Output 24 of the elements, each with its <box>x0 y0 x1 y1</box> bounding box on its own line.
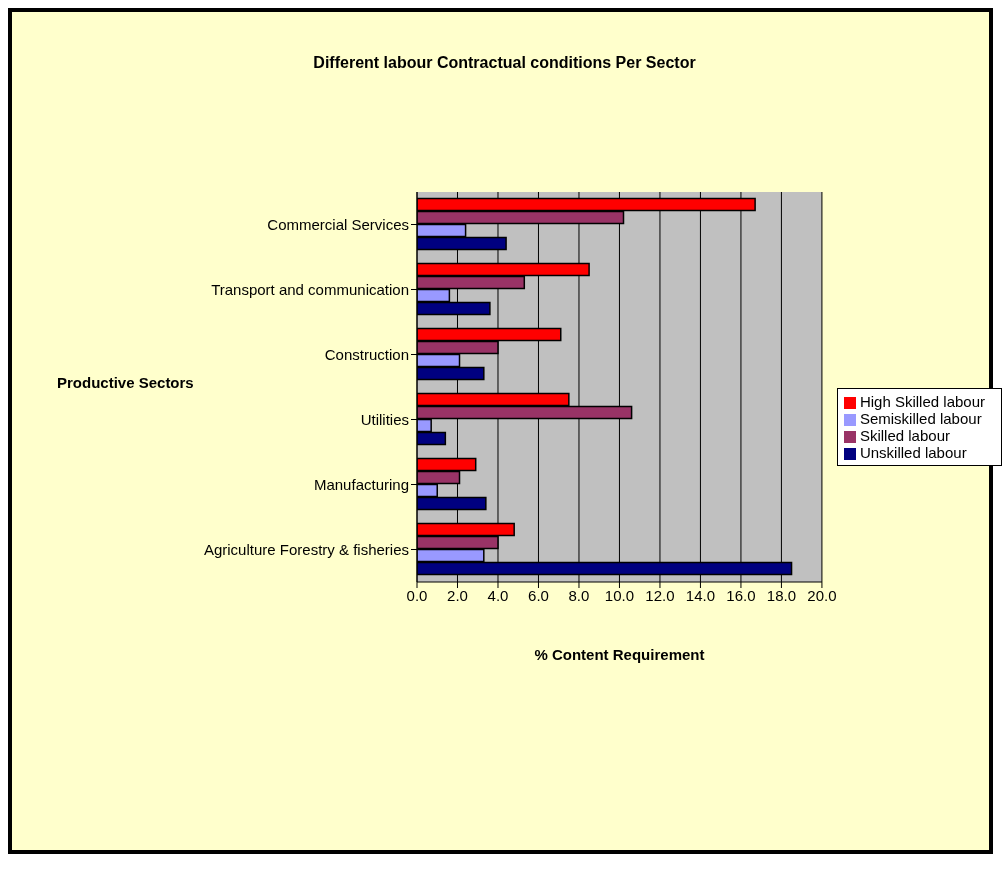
x-tick-label: 16.0 <box>726 586 756 604</box>
x-tick-label: 0.0 <box>406 586 428 604</box>
x-axis-title: % Content Requirement <box>534 646 705 663</box>
x-tick-label: 18.0 <box>766 586 797 604</box>
x-tick-label: 12.0 <box>645 586 675 604</box>
x-tick-label: 8.0 <box>568 586 590 604</box>
y-tick-label: Construction <box>324 345 409 363</box>
x-tick-label: 20.0 <box>807 586 837 604</box>
x-tick-label: 6.0 <box>528 586 549 604</box>
chart-title: Different labour Contractual conditions Per Sector <box>312 54 697 72</box>
y-tick-label: Utilities <box>360 410 409 428</box>
legend-label: High Skilled labour <box>859 393 985 410</box>
legend-label: Semiskilled labour <box>859 410 982 427</box>
y-tick-label: Manufacturing <box>313 475 409 493</box>
legend-label: Unskilled labour <box>859 444 967 461</box>
x-tick-label: 10.0 <box>604 586 635 604</box>
legend-label: Skilled labour <box>859 427 950 444</box>
y-axis-title: Productive Sectors <box>57 374 194 391</box>
y-tick-label: Commercial Services <box>267 215 409 233</box>
y-tick-label: Agriculture Forestry & fisheries <box>203 540 409 558</box>
x-tick-label: 2.0 <box>447 586 468 604</box>
x-tick-label: 4.0 <box>487 586 509 604</box>
y-tick-label: Transport and communication <box>211 280 409 298</box>
x-tick-label: 14.0 <box>685 586 716 604</box>
